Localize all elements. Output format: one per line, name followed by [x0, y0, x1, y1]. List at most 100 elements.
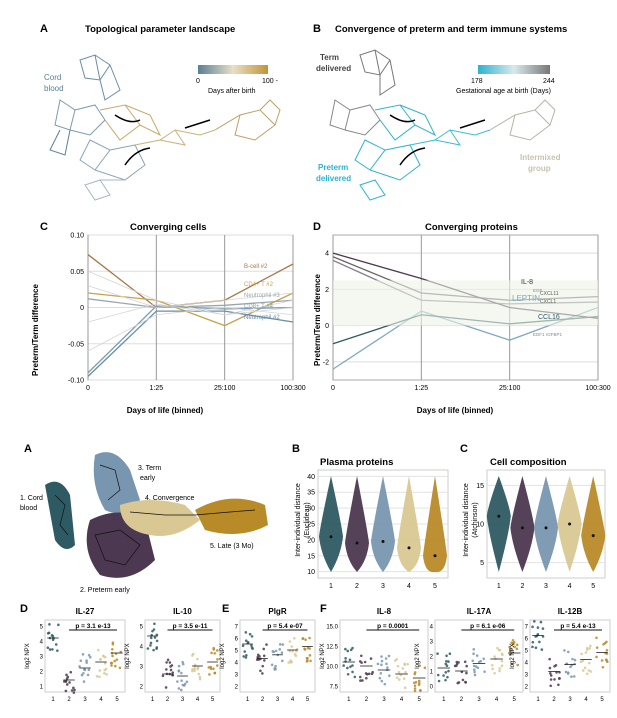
data-point	[305, 657, 309, 660]
series-label: LEPTIN	[512, 294, 540, 303]
panel-letter: C	[40, 221, 48, 233]
data-point	[63, 680, 66, 683]
x-tick-label: 5	[418, 697, 422, 703]
x-axis-label: Days of life (binned)	[417, 406, 494, 415]
x-tick-label: 4	[400, 697, 404, 703]
x-tick-label: 4	[495, 697, 499, 703]
data-point	[403, 662, 407, 666]
data-point	[553, 678, 556, 681]
y-tick-label: 2	[325, 287, 329, 294]
data-point	[349, 648, 353, 652]
plot-title: IL-10	[173, 607, 192, 616]
network-label: blood	[44, 84, 64, 93]
data-point	[557, 683, 560, 687]
data-point	[464, 680, 467, 684]
data-point	[165, 661, 168, 664]
violin	[319, 476, 343, 572]
data-point	[111, 642, 115, 646]
data-point	[272, 650, 275, 654]
data-point	[215, 649, 219, 652]
panel-top-b: B Convergence of preterm and term immune…	[313, 23, 567, 201]
data-point	[261, 672, 264, 675]
series-label: CXCL1	[540, 299, 556, 305]
data-point	[510, 662, 513, 666]
data-point	[413, 684, 417, 688]
series-label: CD8+ T #4	[244, 304, 274, 310]
y-tick-label: 3	[235, 673, 239, 679]
group-blob	[45, 481, 75, 549]
data-point	[82, 680, 86, 683]
network-graph	[54, 464, 256, 566]
network-label: Term	[320, 53, 339, 62]
x-tick-label: 2	[520, 583, 524, 590]
data-point	[105, 673, 108, 676]
arrow	[459, 119, 486, 129]
data-point	[256, 653, 260, 657]
y-tick-label: 0	[80, 305, 84, 312]
data-point	[89, 655, 92, 659]
data-point	[346, 666, 349, 670]
x-tick-label: 3	[381, 583, 385, 590]
series-label: CCL16	[538, 314, 560, 321]
panel-top-c: C Converging cells Preterm/Term differen…	[31, 221, 306, 415]
panel-letter: A	[24, 443, 32, 455]
data-point	[72, 686, 75, 690]
plot-title: IL-12B	[558, 607, 583, 616]
data-point	[385, 662, 388, 666]
panel-letter: E	[222, 603, 229, 615]
data-point	[472, 648, 476, 651]
data-point	[72, 691, 76, 694]
y-tick-label: 25	[307, 522, 315, 529]
data-point	[588, 647, 591, 650]
data-point	[212, 646, 215, 650]
data-point	[605, 648, 609, 652]
data-point	[344, 657, 347, 660]
y-tick-label: 5	[235, 649, 239, 655]
data-point	[80, 673, 84, 677]
data-point	[255, 658, 259, 661]
data-point	[508, 645, 511, 649]
y-tick-label: 7	[525, 625, 529, 631]
data-point	[583, 666, 587, 670]
data-point	[149, 641, 153, 645]
data-point	[498, 667, 502, 670]
legend-caption: Gestational age at birth (Days)	[456, 88, 551, 95]
data-point	[293, 652, 297, 656]
violin	[581, 476, 606, 572]
p-value: p = 0.0001	[377, 623, 409, 630]
data-point	[493, 655, 496, 658]
data-point	[412, 681, 416, 685]
data-point	[98, 675, 101, 679]
data-point	[216, 658, 219, 661]
data-point	[511, 641, 515, 645]
network-label: delivered	[316, 174, 351, 183]
data-point	[465, 671, 468, 675]
data-point	[359, 654, 363, 658]
data-point	[168, 661, 172, 664]
data-point	[181, 662, 185, 666]
network-label: Cord	[44, 73, 61, 82]
data-point	[180, 688, 183, 692]
data-point	[361, 679, 364, 682]
data-point	[475, 654, 479, 657]
data-point	[250, 635, 254, 638]
panel-letter: F	[320, 603, 327, 615]
x-tick-label: 5	[306, 697, 310, 703]
data-point	[509, 648, 513, 651]
y-tick-label: 4	[140, 645, 144, 651]
y-tick-label: -2	[323, 359, 329, 366]
x-tick-label: 1	[497, 583, 501, 590]
data-point	[180, 671, 183, 675]
data-point	[183, 682, 187, 686]
x-tick-label: 2	[355, 583, 359, 590]
data-point	[417, 679, 421, 683]
panel-bottom-b: B Plasma proteins Inter-individual dista…	[292, 443, 449, 590]
panel-title: Topological parameter landscape	[85, 24, 235, 35]
y-tick-label: 3	[430, 640, 434, 646]
data-point	[436, 652, 439, 655]
data-point	[46, 646, 50, 650]
data-point	[278, 643, 282, 646]
data-point	[396, 664, 400, 668]
violin	[534, 476, 558, 572]
y-tick-label: -0.10	[68, 378, 84, 385]
